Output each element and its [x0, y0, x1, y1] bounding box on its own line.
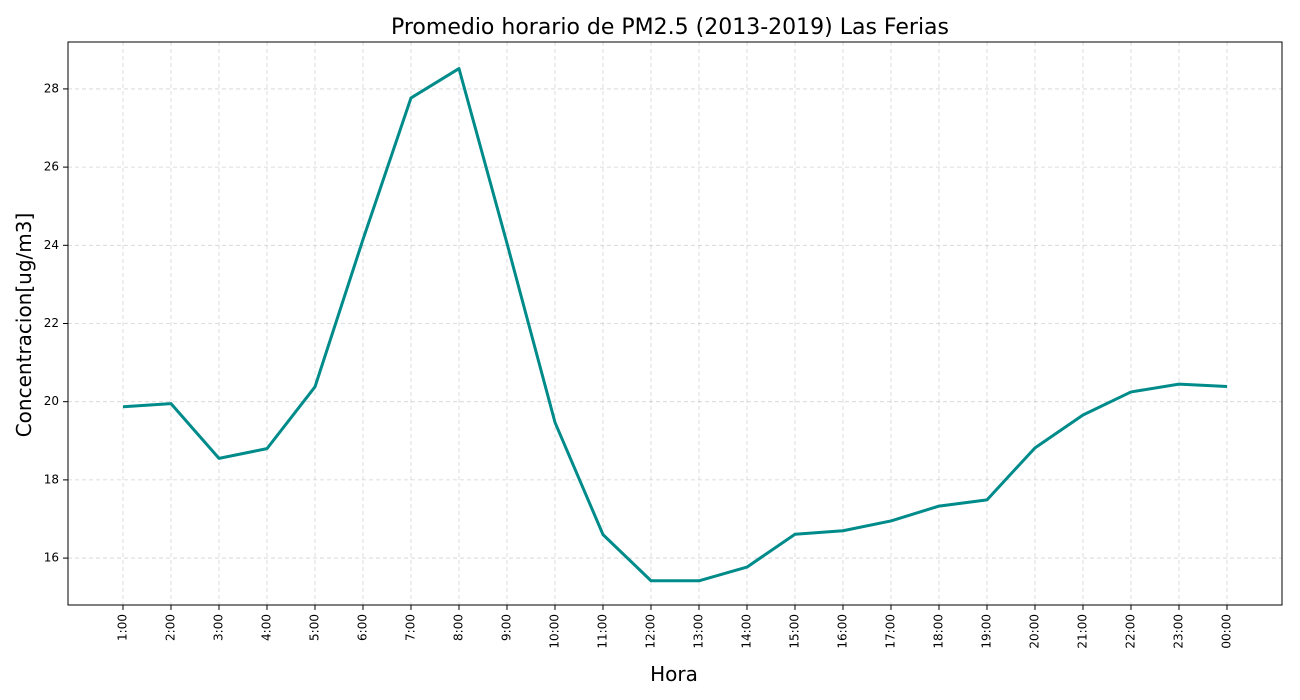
x-axis-ticks: 1:00 2:00 3:00 4:00 5:00 6:00 7:00 8:00 9:00 10:0…	[116, 605, 1234, 649]
y-tick-label: 20	[44, 394, 59, 408]
x-tick-label: 18:00	[932, 614, 946, 649]
x-tick-label: 8:00	[452, 614, 466, 641]
x-tick-label: 5:00	[308, 614, 322, 641]
x-tick-label: 3:00	[212, 614, 226, 641]
series-line	[122, 67, 1228, 583]
y-axis-ticks: 16 18 20 22 24 26 28	[44, 81, 68, 565]
y-tick-label: 18	[44, 472, 59, 486]
x-tick-label: 1:00	[116, 614, 130, 641]
x-tick-label: 20:00	[1028, 614, 1042, 649]
x-tick-label: 19:00	[980, 614, 994, 649]
y-axis-label: Concentracion[ug/m3]	[12, 213, 36, 438]
y-tick-label: 26	[44, 160, 59, 174]
x-tick-label: 13:00	[692, 614, 706, 649]
x-tick-label: 4:00	[260, 614, 274, 641]
x-tick-label: 23:00	[1172, 614, 1186, 649]
x-tick-label: 15:00	[788, 614, 802, 649]
x-axis-label: Hora	[650, 662, 698, 686]
x-tick-label: 9:00	[500, 614, 514, 641]
series-layer	[122, 67, 1228, 583]
x-tick-label: 21:00	[1076, 614, 1090, 649]
plot-frame	[67, 41, 1283, 606]
x-tick-label: 2:00	[164, 614, 178, 641]
x-tick-label: 11:00	[596, 614, 610, 649]
x-tick-label: 17:00	[884, 614, 898, 649]
x-tick-label: 16:00	[836, 614, 850, 649]
grid	[68, 42, 1282, 605]
x-tick-label: 12:00	[644, 614, 658, 649]
x-tick-label: 10:00	[548, 614, 562, 649]
x-tick-label: 22:00	[1124, 614, 1138, 649]
y-tick-label: 28	[44, 81, 59, 95]
y-tick-label: 22	[44, 316, 59, 330]
y-tick-label: 24	[44, 238, 59, 252]
x-tick-label: 6:00	[356, 614, 370, 641]
y-tick-label: 16	[44, 551, 59, 565]
x-tick-label: 14:00	[740, 614, 754, 649]
x-tick-label: 7:00	[404, 614, 418, 641]
x-tick-label: 00:00	[1220, 614, 1234, 649]
chart-title: Promedio horario de PM2.5 (2013-2019) La…	[391, 15, 949, 40]
